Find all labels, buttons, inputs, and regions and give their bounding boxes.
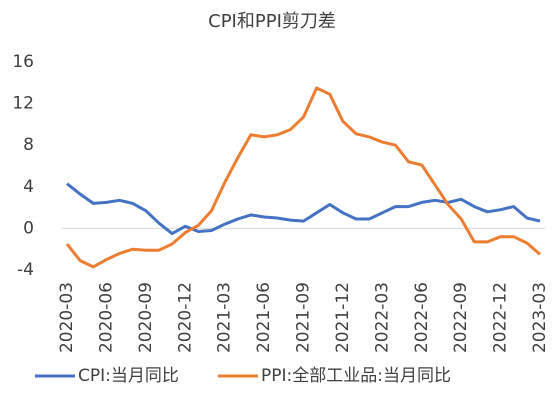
y-tick-label: 4 xyxy=(23,177,34,197)
y-tick-label: 12 xyxy=(12,94,34,114)
x-tick-label: 2020-06 xyxy=(96,282,116,353)
legend-label: PPI:全部工业品:当月同比 xyxy=(261,366,451,386)
x-tick-label: 2020-03 xyxy=(57,282,77,353)
x-tick-label: 2022-06 xyxy=(412,282,432,353)
y-tick-label: 16 xyxy=(12,52,34,72)
y-tick-label: 8 xyxy=(23,135,34,155)
x-tick-label: 2022-03 xyxy=(372,282,392,353)
x-tick-label: 2022-09 xyxy=(451,282,471,353)
y-tick-label: -4 xyxy=(17,260,34,280)
x-tick-label: 2021-12 xyxy=(333,282,353,353)
y-tick-label: 0 xyxy=(23,218,34,238)
x-tick-label: 2020-12 xyxy=(175,282,195,353)
x-tick-label: 2021-09 xyxy=(294,282,314,353)
x-tick-label: 2020-09 xyxy=(136,282,156,353)
legend-label: CPI:当月同比 xyxy=(78,366,179,386)
x-tick-label: 2021-06 xyxy=(254,282,274,353)
x-tick-label: 2021-03 xyxy=(215,282,235,353)
series-line xyxy=(65,86,541,269)
chart-title: CPI和PPI剪刀差 xyxy=(208,11,336,32)
x-tick-label: 2022-12 xyxy=(491,282,511,353)
x-tick-label: 2023-03 xyxy=(530,282,550,353)
series-line xyxy=(66,182,541,236)
